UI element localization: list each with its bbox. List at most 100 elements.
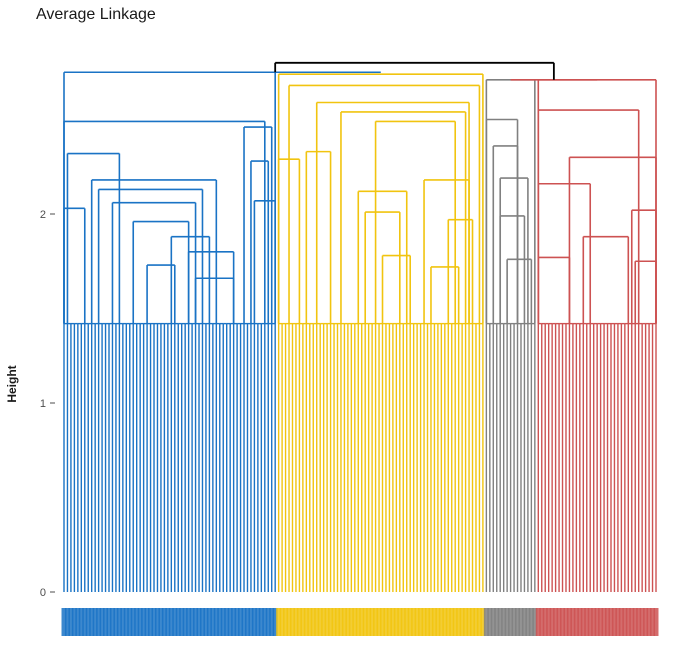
leaf-label-mark: [151, 608, 157, 636]
leaf-label-mark: [68, 608, 74, 636]
leaf-label-mark: [179, 608, 185, 636]
leaf-label-mark: [549, 608, 555, 636]
leaf-label-mark: [418, 608, 424, 636]
leaf-label-mark: [359, 608, 365, 636]
leaf-label-mark: [504, 608, 510, 636]
leaf-label-mark: [518, 608, 524, 636]
leaf-label-mark: [487, 608, 493, 636]
leaf-label-mark: [556, 608, 562, 636]
leaf-label-mark: [553, 608, 559, 636]
leaf-label-mark: [376, 608, 382, 636]
leaf-label-mark: [622, 608, 628, 636]
leaf-label-mark: [210, 608, 216, 636]
leaf-label-mark: [573, 608, 579, 636]
y-axis-label: Height: [5, 365, 19, 402]
leaf-label-mark: [269, 608, 275, 636]
leaf-label-mark: [307, 608, 313, 636]
leaf-label-mark: [390, 608, 396, 636]
leaf-label-mark: [459, 608, 465, 636]
leaf-label-mark: [601, 608, 607, 636]
y-tick-label: 1: [40, 398, 46, 410]
leaf-label-mark: [383, 608, 389, 636]
leaf-label-mark: [532, 608, 538, 636]
leaf-label-mark: [123, 608, 129, 636]
leaf-label-mark: [293, 608, 299, 636]
leaf-label-mark: [334, 608, 340, 636]
leaf-label-mark: [480, 608, 486, 636]
leaf-label-mark: [113, 608, 119, 636]
leaf-label-mark: [276, 608, 282, 636]
leaf-label-mark: [300, 608, 306, 636]
dendrogram-branches: [63, 61, 657, 592]
leaf-label-mark: [189, 608, 195, 636]
leaf-label-mark: [598, 608, 604, 636]
leaf-label-mark: [570, 608, 576, 636]
leaf-label-mark: [525, 608, 531, 636]
leaf-label-mark: [186, 608, 192, 636]
leaf-label-mark: [428, 608, 434, 636]
leaf-label-mark: [452, 608, 458, 636]
leaf-label-mark: [535, 608, 541, 636]
leaf-label-mark: [470, 608, 476, 636]
leaf-label-mark: [577, 608, 583, 636]
leaf-label-mark: [199, 608, 205, 636]
leaf-label-mark: [511, 608, 517, 636]
leaf-label-mark: [255, 608, 261, 636]
leaf-label-mark: [144, 608, 150, 636]
leaf-label-mark: [483, 608, 489, 636]
leaf-label-mark: [217, 608, 223, 636]
leaf-label-mark: [348, 608, 354, 636]
leaf-label-mark: [303, 608, 309, 636]
leaf-label-mark: [594, 608, 600, 636]
leaf-label-mark: [449, 608, 455, 636]
leaf-label-mark: [615, 608, 621, 636]
leaf-label-mark: [563, 608, 569, 636]
leaf-label-mark: [251, 608, 257, 636]
leaf-label-mark: [636, 608, 642, 636]
leaf-label-mark: [248, 608, 254, 636]
leaf-label-mark: [608, 608, 614, 636]
leaf-label-mark: [653, 608, 659, 636]
leaf-labels: [61, 608, 659, 636]
leaf-label-mark: [473, 608, 479, 636]
leaf-label-mark: [591, 608, 597, 636]
leaf-label-mark: [103, 608, 109, 636]
leaf-label-mark: [404, 608, 410, 636]
leaf-label-mark: [542, 608, 548, 636]
leaf-label-mark: [203, 608, 209, 636]
leaf-label-mark: [106, 608, 112, 636]
leaf-label-mark: [262, 608, 268, 636]
leaf-label-mark: [165, 608, 171, 636]
leaf-label-mark: [328, 608, 334, 636]
leaf-label-mark: [632, 608, 638, 636]
leaf-label-mark: [355, 608, 361, 636]
leaf-label-mark: [134, 608, 140, 636]
leaf-label-mark: [490, 608, 496, 636]
leaf-label-mark: [338, 608, 344, 636]
leaf-label-mark: [244, 608, 250, 636]
leaf-label-mark: [317, 608, 323, 636]
leaf-label-mark: [463, 608, 469, 636]
leaf-label-mark: [560, 608, 566, 636]
leaf-label-mark: [310, 608, 316, 636]
leaf-label-mark: [445, 608, 451, 636]
leaf-label-mark: [393, 608, 399, 636]
leaf-label-mark: [414, 608, 420, 636]
leaf-label-mark: [605, 608, 611, 636]
leaf-label-mark: [494, 608, 500, 636]
leaf-label-mark: [646, 608, 652, 636]
leaf-label-mark: [213, 608, 219, 636]
leaf-label-mark: [241, 608, 247, 636]
leaf-label-mark: [175, 608, 181, 636]
leaf-label-mark: [515, 608, 521, 636]
y-tick-label: 0: [40, 587, 46, 599]
leaf-label-mark: [286, 608, 292, 636]
leaf-label-mark: [425, 608, 431, 636]
leaf-label-mark: [130, 608, 136, 636]
leaf-label-mark: [466, 608, 472, 636]
leaf-label-mark: [397, 608, 403, 636]
leaf-label-mark: [193, 608, 199, 636]
leaf-label-mark: [71, 608, 77, 636]
leaf-label-mark: [331, 608, 337, 636]
leaf-label-mark: [546, 608, 552, 636]
